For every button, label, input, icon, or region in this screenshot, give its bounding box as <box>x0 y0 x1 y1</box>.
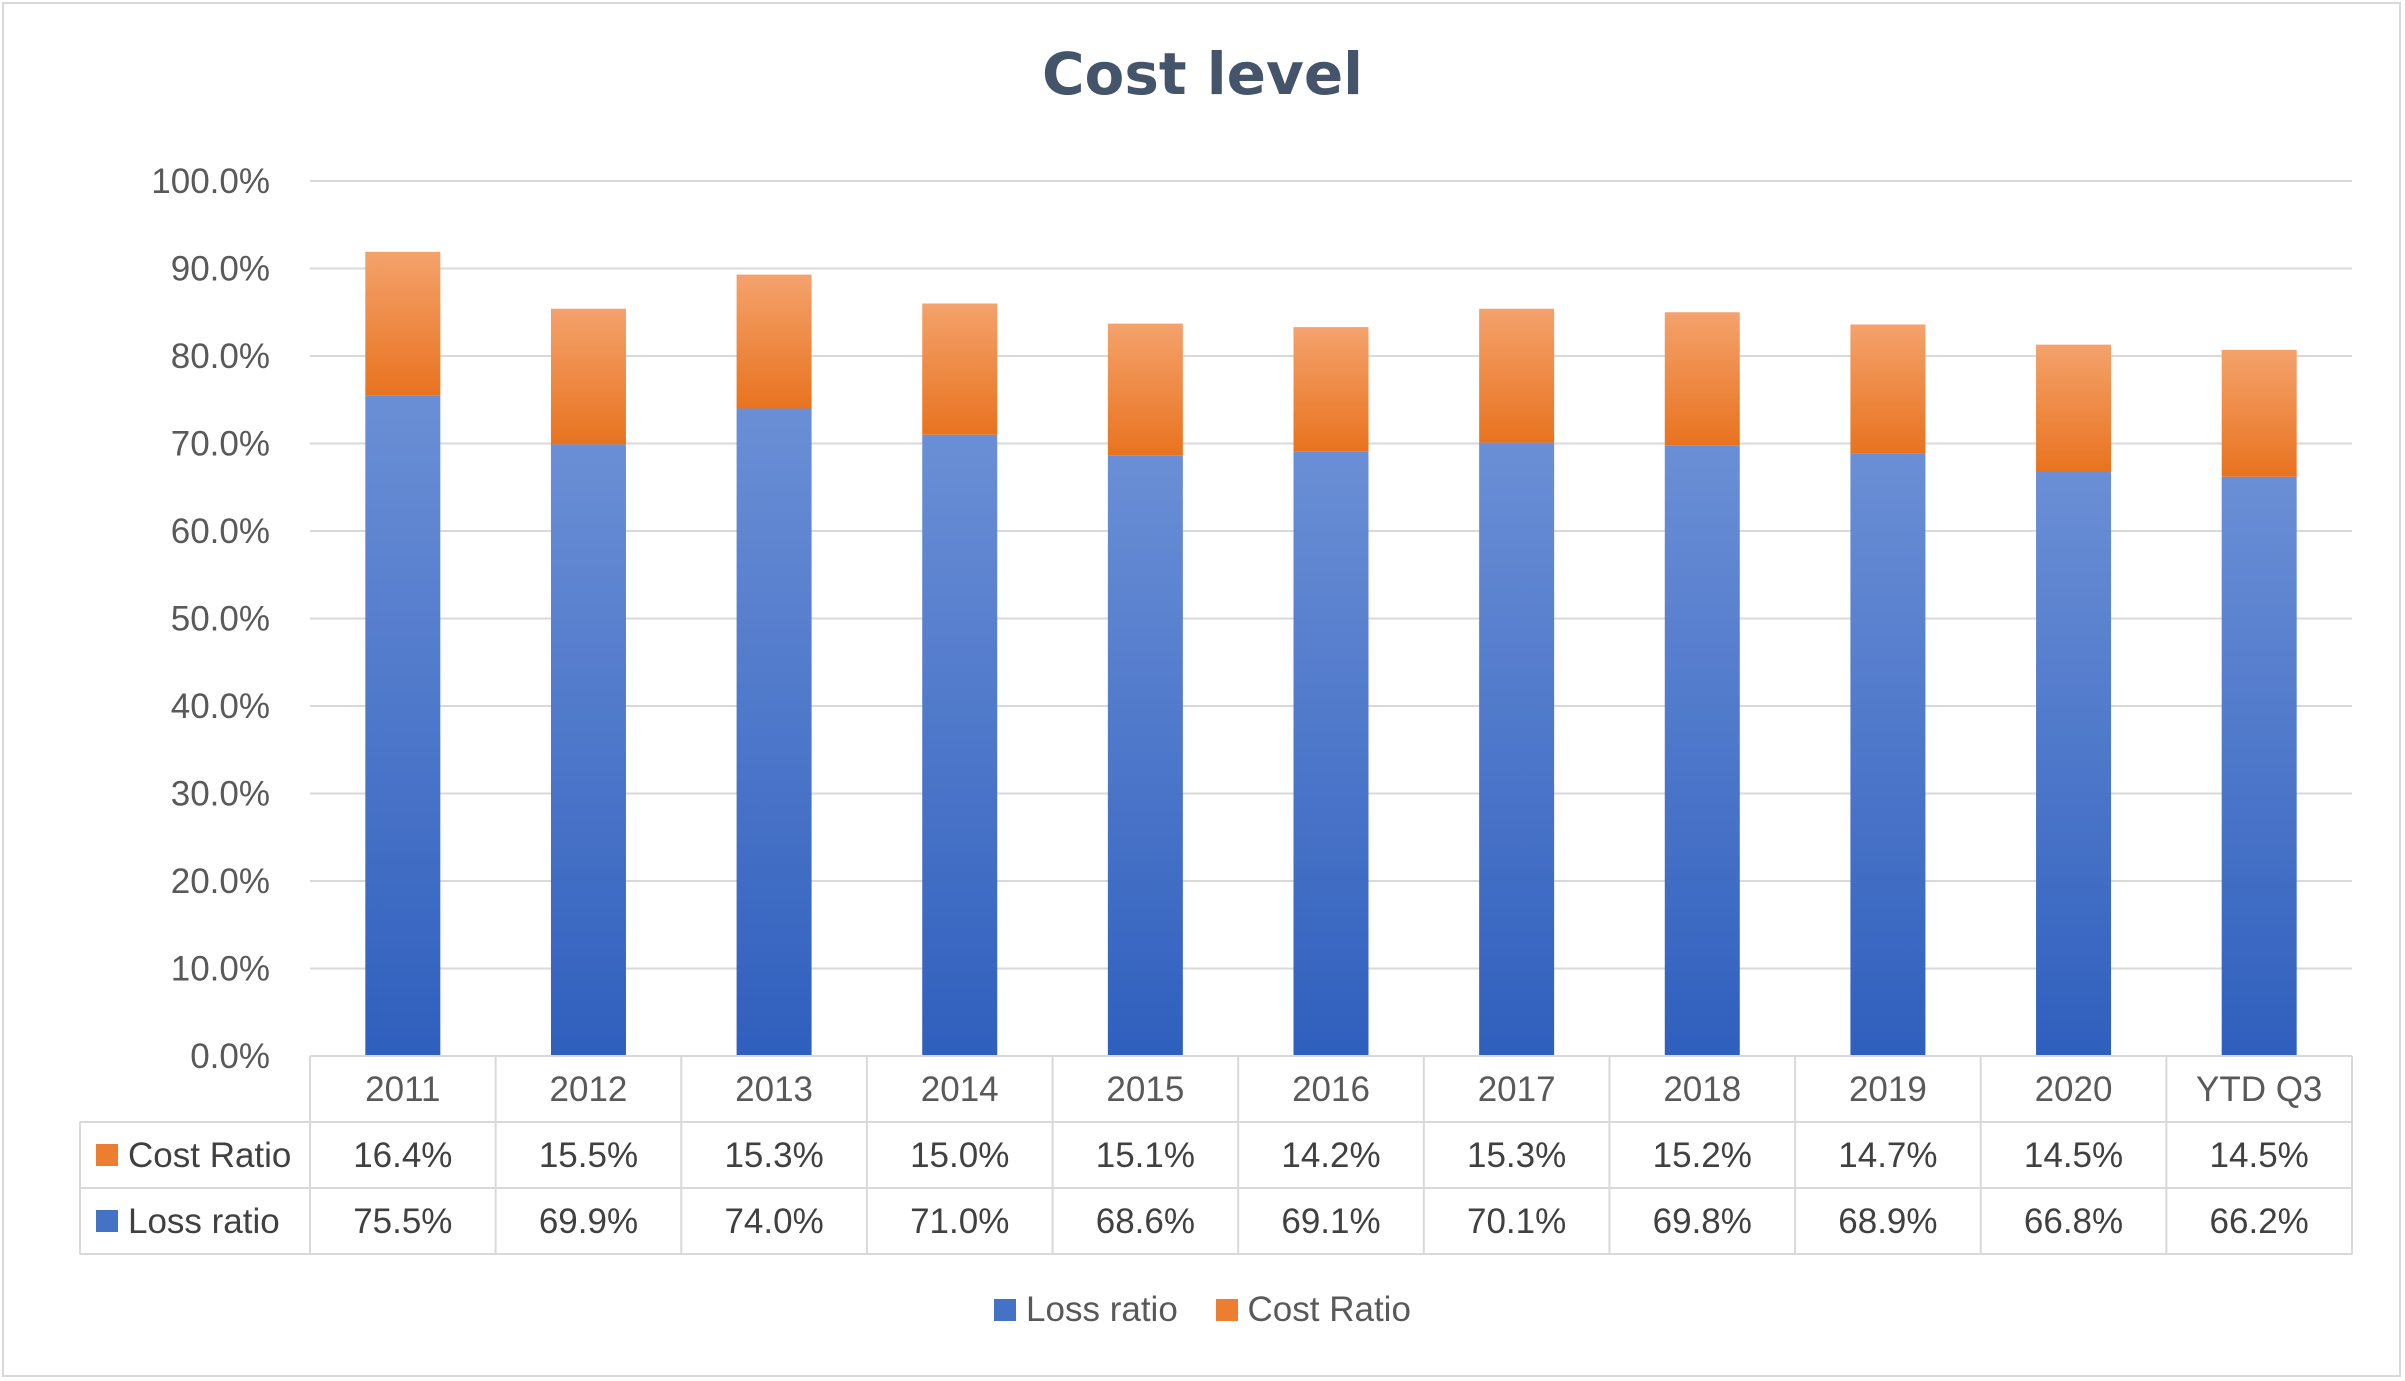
table-cell-loss-ratio: 69.8% <box>1653 1202 1752 1241</box>
table-cell-cost-ratio: 15.5% <box>539 1136 638 1175</box>
bar-cost-ratio <box>2036 344 2112 472</box>
x-category-label: 2011 <box>365 1070 440 1109</box>
table-cell-cost-ratio: 14.5% <box>2024 1136 2123 1175</box>
table-cell-loss-ratio: 75.5% <box>353 1202 452 1241</box>
y-tick-label: 0.0% <box>190 1037 270 1076</box>
bar-cost-ratio <box>1479 308 1555 443</box>
x-category-label: 2012 <box>550 1070 628 1109</box>
y-tick-label: 10.0% <box>171 950 270 989</box>
x-category-label: 2015 <box>1106 1070 1184 1109</box>
x-category-label: 2013 <box>735 1070 813 1109</box>
table-row-label-cost-ratio: Cost Ratio <box>128 1136 291 1175</box>
bar-cost-ratio <box>2221 349 2297 477</box>
y-tick-label: 20.0% <box>171 862 270 901</box>
bar-loss-ratio <box>1850 453 1926 1056</box>
bar-loss-ratio <box>550 444 626 1056</box>
bar-cost-ratio <box>736 274 812 409</box>
table-row-label-loss-ratio: Loss ratio <box>128 1202 280 1241</box>
legend-item-loss-ratio: Loss ratio <box>994 1290 1178 1330</box>
bar-cost-ratio <box>1293 327 1369 452</box>
table-cell-cost-ratio: 14.5% <box>2210 1136 2309 1175</box>
table-cell-loss-ratio: 69.1% <box>1281 1202 1380 1241</box>
table-cell-cost-ratio: 15.1% <box>1096 1136 1195 1175</box>
legend-swatch-loss-ratio <box>994 1299 1017 1321</box>
table-cell-cost-ratio: 15.3% <box>724 1136 823 1175</box>
table-cell-loss-ratio: 66.2% <box>2210 1202 2309 1241</box>
table-cell-loss-ratio: 68.6% <box>1096 1202 1195 1241</box>
bar-loss-ratio <box>1107 455 1183 1056</box>
chart-legend: Loss ratio Cost Ratio <box>0 1290 2405 1330</box>
x-category-label: 2016 <box>1292 1070 1370 1109</box>
bar-cost-ratio <box>1664 312 1740 446</box>
table-cell-loss-ratio: 74.0% <box>724 1202 823 1241</box>
y-tick-label: 70.0% <box>171 425 270 464</box>
table-cell-cost-ratio: 15.0% <box>910 1136 1009 1175</box>
bar-cost-ratio <box>1850 324 1926 454</box>
table-cell-loss-ratio: 70.1% <box>1467 1202 1566 1241</box>
table-cell-loss-ratio: 66.8% <box>2024 1202 2123 1241</box>
bar-cost-ratio <box>1107 323 1183 456</box>
legend-swatch-cost-ratio <box>1215 1299 1238 1321</box>
chart-title: Cost level <box>1041 40 1364 108</box>
y-tick-label: 100.0% <box>151 162 270 201</box>
y-tick-label: 80.0% <box>171 337 270 376</box>
y-tick-label: 40.0% <box>171 687 270 726</box>
table-cell-loss-ratio: 68.9% <box>1838 1202 1937 1241</box>
y-tick-label: 60.0% <box>171 512 270 551</box>
bar-loss-ratio <box>2036 471 2112 1056</box>
x-category-label: YTD Q3 <box>2196 1070 2322 1109</box>
table-cell-cost-ratio: 14.7% <box>1838 1136 1937 1175</box>
x-category-label: 2018 <box>1663 1070 1741 1109</box>
x-category-label: 2017 <box>1478 1070 1556 1109</box>
x-category-label: 2020 <box>2035 1070 2113 1109</box>
bar-loss-ratio <box>736 408 812 1056</box>
bar-cost-ratio <box>365 251 441 396</box>
table-key-cost-ratio <box>96 1144 118 1166</box>
table-cell-loss-ratio: 71.0% <box>910 1202 1009 1241</box>
table-cell-cost-ratio: 14.2% <box>1281 1136 1380 1175</box>
table-key-loss-ratio <box>96 1210 118 1232</box>
legend-label-cost-ratio: Cost Ratio <box>1247 1290 1411 1329</box>
bar-cost-ratio <box>922 303 998 435</box>
legend-label-loss-ratio: Loss ratio <box>1026 1290 1178 1329</box>
bar-loss-ratio <box>922 434 998 1056</box>
bar-loss-ratio <box>1479 442 1555 1056</box>
legend-item-cost-ratio: Cost Ratio <box>1215 1290 1411 1330</box>
bar-loss-ratio <box>2221 476 2297 1056</box>
bar-cost-ratio <box>550 308 626 445</box>
table-cell-cost-ratio: 16.4% <box>353 1136 452 1175</box>
bar-loss-ratio <box>1293 451 1369 1056</box>
table-cell-cost-ratio: 15.2% <box>1653 1136 1752 1175</box>
table-cell-loss-ratio: 69.9% <box>539 1202 638 1241</box>
y-tick-label: 90.0% <box>171 250 270 289</box>
x-category-label: 2019 <box>1849 1070 1927 1109</box>
y-tick-label: 50.0% <box>171 600 270 639</box>
bar-loss-ratio <box>1664 445 1740 1056</box>
y-tick-label: 30.0% <box>171 775 270 814</box>
x-category-label: 2014 <box>921 1070 999 1109</box>
table-cell-cost-ratio: 15.3% <box>1467 1136 1566 1175</box>
bar-loss-ratio <box>365 395 441 1056</box>
